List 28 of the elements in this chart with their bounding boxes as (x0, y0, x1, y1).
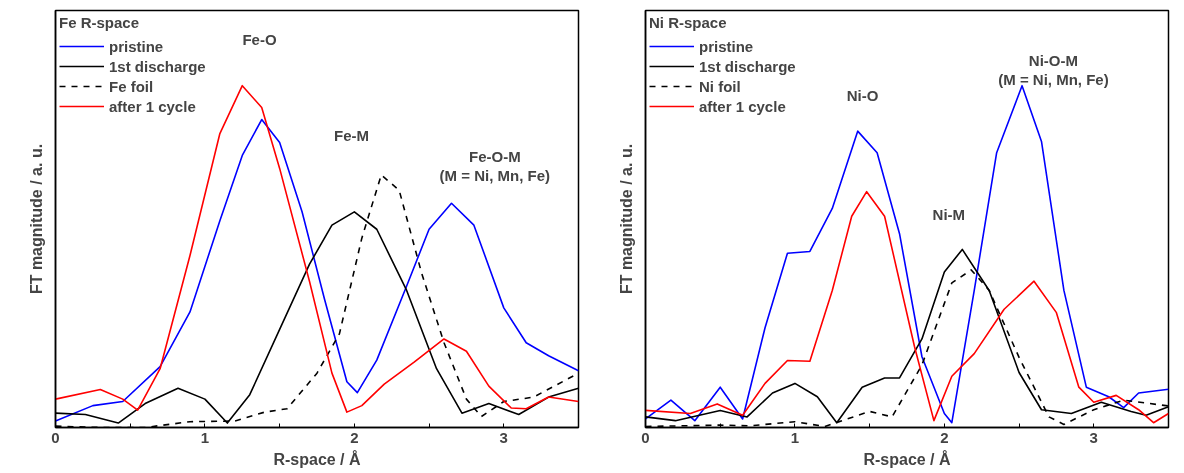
annotation: Ni-O (846, 87, 879, 105)
legend-title: Fe R-space (59, 14, 141, 31)
x-tick-label: 0 (641, 428, 650, 446)
legend-label: after 1 cycle (109, 97, 196, 115)
legend-label: pristine (109, 37, 164, 55)
legend-label: after 1 cycle (699, 97, 786, 115)
legend-label: 1st discharge (699, 57, 796, 75)
x-tick-label: 3 (499, 428, 508, 446)
annotation: Ni-M (932, 206, 966, 224)
text: Fe-O (242, 31, 277, 49)
x-tick-label: 3 (1089, 428, 1098, 446)
y-axis-title: FT magnitude / a. u. (27, 143, 45, 295)
annotation: Ni-O-M (M = Ni, Mn, Fe) (998, 51, 1109, 88)
x-axis-title: R-space / Å (273, 449, 362, 468)
x-tick-label: 0 (51, 428, 60, 446)
annotation: Fe-M (334, 126, 370, 144)
y-axis-title: FT magnitude / a. u. (617, 143, 635, 295)
legend-label: Fe foil (109, 77, 154, 95)
x-tick-label: 2 (940, 428, 949, 446)
x-tick-label: 1 (200, 428, 210, 446)
x-axis-title: R-space / Å (863, 449, 952, 468)
x-tick-label: 1 (790, 428, 800, 446)
legend-label: 1st discharge (109, 57, 206, 75)
annotation: Fe-O-M (M = Ni, Mn, Fe) (439, 147, 551, 184)
x-tick-label: 2 (350, 428, 359, 446)
legend-label: Ni foil (699, 77, 741, 95)
legend-label: pristine (699, 37, 754, 55)
legend-title: Ni R-space (649, 14, 728, 31)
